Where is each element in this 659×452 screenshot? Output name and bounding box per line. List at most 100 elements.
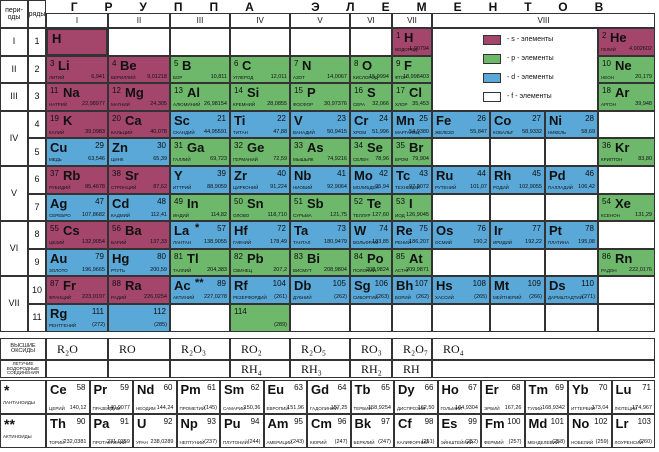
group-header: VI [350,13,392,28]
element-symbol: Ir [494,223,503,239]
element-mass: 195,08 [578,239,595,246]
oxide-formula: RO [119,342,136,356]
element-mass: 15,9994 [369,73,389,80]
legend-label: - s - элементы [507,36,554,43]
element-mass: 167,26 [504,404,522,411]
element-cell: 20 Ca 40,078 КАЛЬЦИЙ [108,110,170,139]
group-header-text: IV [256,15,264,25]
element-symbol: Cs [63,223,80,239]
element-symbol: Tc [396,168,411,183]
element-number: 83 [294,251,303,261]
element-mass: 162,50 [417,404,435,411]
row-number-text: 3 [34,91,40,102]
element-number: 81 [174,251,183,261]
element-mass: 95,94 [375,184,389,191]
element-cell: Rf 104 (261) РЕЗЕРФОРДИЙ [230,276,290,304]
element-cell: Rg 111 (272) РЕНТГЕНИЙ [46,304,108,332]
series-mark: * [4,382,10,398]
element-name: НАТРИЙ [49,102,68,108]
element-number: 25 [419,113,428,123]
empty-cell [545,138,598,166]
oxide-cell: R₂O₇ [392,338,432,360]
element-mass: 140,9077 [107,404,130,411]
element-symbol: Ni [549,112,562,128]
element-number: 21 [217,113,226,123]
element-name: ИТТЕРБИЙ [571,405,596,411]
element-symbol: Pu [224,416,241,431]
element-number: 74 [379,224,388,234]
element-number: 10 [602,58,611,68]
element-number: 101 [550,417,564,426]
period-label: V [0,166,28,222]
element-name: ЖЕЛЕЗО [435,129,455,135]
element-symbol: F [404,57,412,73]
element-symbol: Db [294,278,312,294]
period-label: I [0,28,28,56]
element-symbol: Nb [294,168,312,183]
element-symbol: Cd [112,195,130,211]
element-mass: 186,207 [409,239,429,246]
element-mass: 30,97376 [324,101,347,108]
element-symbol: Ar [615,85,630,101]
element-symbol: Nd [137,382,155,397]
element-symbol: Ga [187,140,205,156]
element-number: 105 [332,279,346,289]
element-number: 28 [585,113,594,123]
element-cell: H [46,28,108,56]
element-cell: Rh 45 102,9055 РОДИЙ [490,166,545,194]
element-symbol: Rb [63,168,81,183]
element-symbol: Ti [234,112,246,128]
element-symbol: V [294,112,303,128]
element-number: 84 [354,251,363,261]
element-number: 48 [157,196,166,206]
element-cell: Tc 43 97,9072 ТЕХНЕЦИЙ [392,166,432,194]
element-mass: (285) [154,322,167,329]
element-symbol: Ac [174,278,191,294]
element-symbol: Th [50,416,66,431]
element-mass: 114,82 [210,211,227,218]
element-symbol: S [367,85,376,101]
element-cell: Pm 61 (145) ПРОМЕТИЙ [176,380,220,414]
element-symbol: K [63,112,73,128]
element-mass: 150,36 [243,404,261,411]
element-mass: 232,0381 [63,438,87,445]
element-cell: Am 95 (243) АМЕРИЦИЙ [263,414,307,448]
element-cell: 82 Pb 207,2 СВИНЕЦ [230,248,290,277]
element-name: КАДМИЙ [111,212,131,218]
element-name: МЕНДЕЛЕВИЙ [527,439,559,445]
element-cell: Sc 21 44,95591 СКАНДИЙ [170,110,230,139]
element-name: МАРГАНЕЦ [395,129,420,135]
element-symbol: Hs [436,278,453,294]
element-mass: (247) [378,438,391,445]
element-name: ЛЮТЕЦИЙ [614,405,638,411]
element-cell: 51 Sb 121,75 СУРЬМА [290,193,350,222]
element-mass: (262) [334,294,347,301]
element-name: ЛАНТАН [173,240,192,246]
element-mass: 208,9824 [366,266,389,273]
element-name: АСТАТ [395,267,410,273]
element-name: ГАФНИЙ [233,240,252,246]
element-number: 104 [272,279,286,289]
element-number: 35 [396,141,405,151]
element-cell: Os 76 190,2 ОСМИЙ [432,221,490,249]
oxide-formula: RO₃ [361,342,382,356]
element-name: ДИСПРОЗИЙ [397,405,426,411]
element-number: 97 [381,417,390,426]
element-number: 36 [602,141,611,151]
element-number: 42 [379,169,388,178]
element-symbol: Hf [234,223,248,239]
element-name: НИОБИЙ [293,185,313,191]
element-symbol: Si [247,85,260,101]
element-cell: Cm 96 (247) КЮРИЙ [307,414,351,448]
element-name: КЮРИЙ [310,439,327,445]
table-title: ГРУППА ЭЛЕМЕНТОВ [70,0,631,14]
element-name: НОБЕЛИЙ [571,439,594,445]
oxide-formula: R₂O [57,342,78,356]
element-symbol: Xe [615,195,631,211]
element-cell: Cr 24 51,996 ХРОМ [350,110,392,139]
element-number: 90 [76,417,86,426]
element-number: 98 [424,417,434,426]
period-label-text: II [11,63,17,74]
element-symbol: Ca [125,112,142,128]
element-name: РЕНТГЕНИЙ [49,323,77,329]
